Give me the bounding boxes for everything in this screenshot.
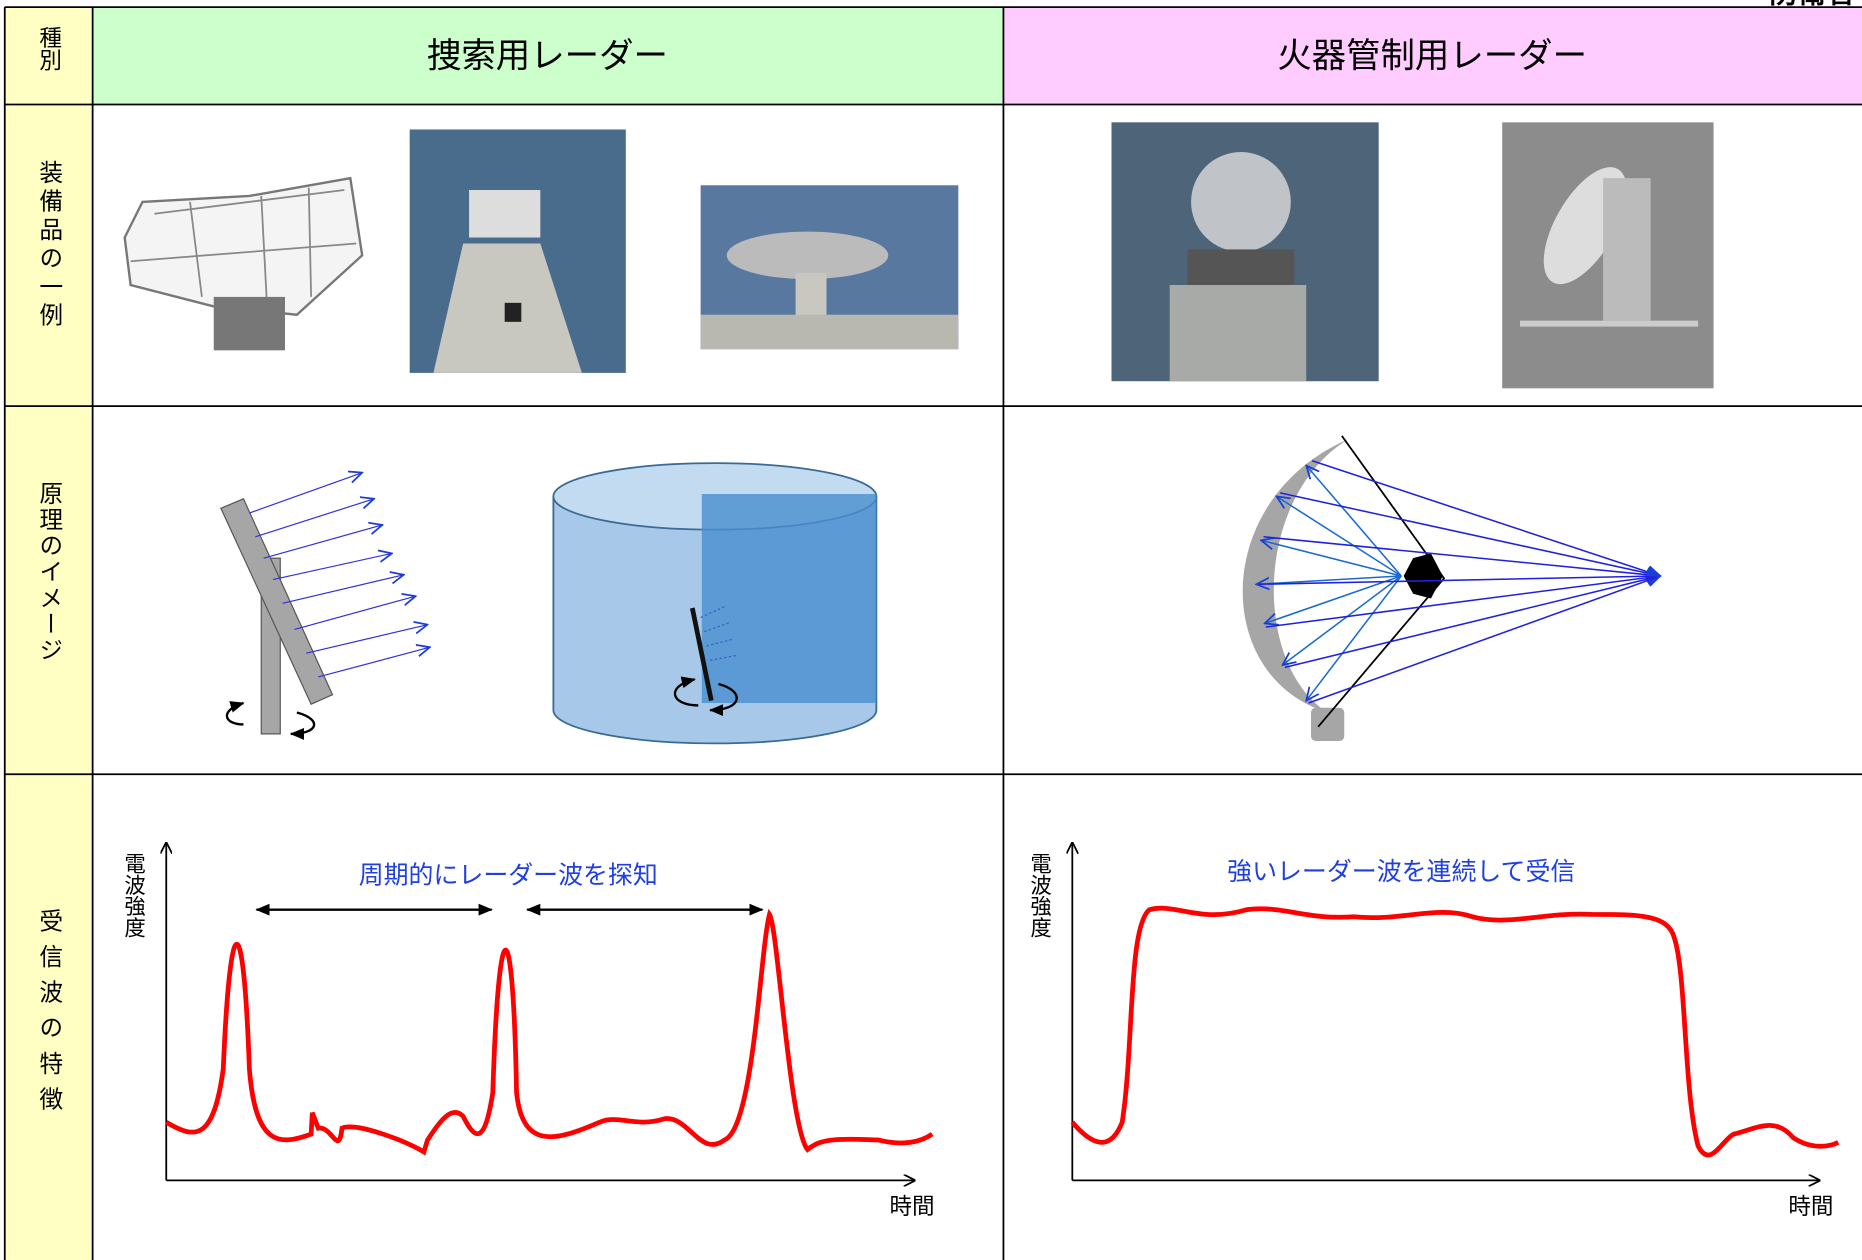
- row-label: 装備品の一例: [35, 160, 63, 331]
- header-cell: [92, 7, 1004, 105]
- row-label: 種別: [36, 26, 62, 72]
- graph: 電波強度 時間 強いレーダー波を連続して受信: [1027, 843, 1840, 1220]
- diagram: [1242, 435, 1660, 742]
- header-cell: [1003, 7, 1862, 105]
- y-axis-label: 電波強度: [121, 853, 146, 939]
- column-title: 捜索用レーダー: [427, 37, 668, 77]
- label-column: [4, 7, 93, 1260]
- y-axis-label: 電波強度: [1027, 853, 1052, 939]
- x-axis-label: 時間: [889, 1194, 934, 1220]
- photo: [1111, 122, 1379, 382]
- x-axis-label: 時間: [1788, 1194, 1833, 1220]
- grid: [3, 6, 1862, 1260]
- diagram: [220, 473, 430, 740]
- photo: [1502, 122, 1714, 389]
- diagram: [552, 462, 878, 745]
- row-label: 原理のイメージ: [35, 481, 63, 664]
- column-title: 火器管制用レーダー: [1277, 37, 1587, 77]
- annotation: 周期的にレーダー波を探知: [359, 860, 658, 889]
- photo: [123, 176, 364, 351]
- corner-label: 防衛省: [1769, 0, 1855, 9]
- photo: [409, 129, 626, 373]
- annotation: 強いレーダー波を連続して受信: [1227, 857, 1575, 886]
- row-label: 受信波の特徴: [35, 908, 63, 1122]
- graph: 電波強度 時間 周期的にレーダー波を探知: [121, 843, 935, 1220]
- photo: [700, 185, 959, 350]
